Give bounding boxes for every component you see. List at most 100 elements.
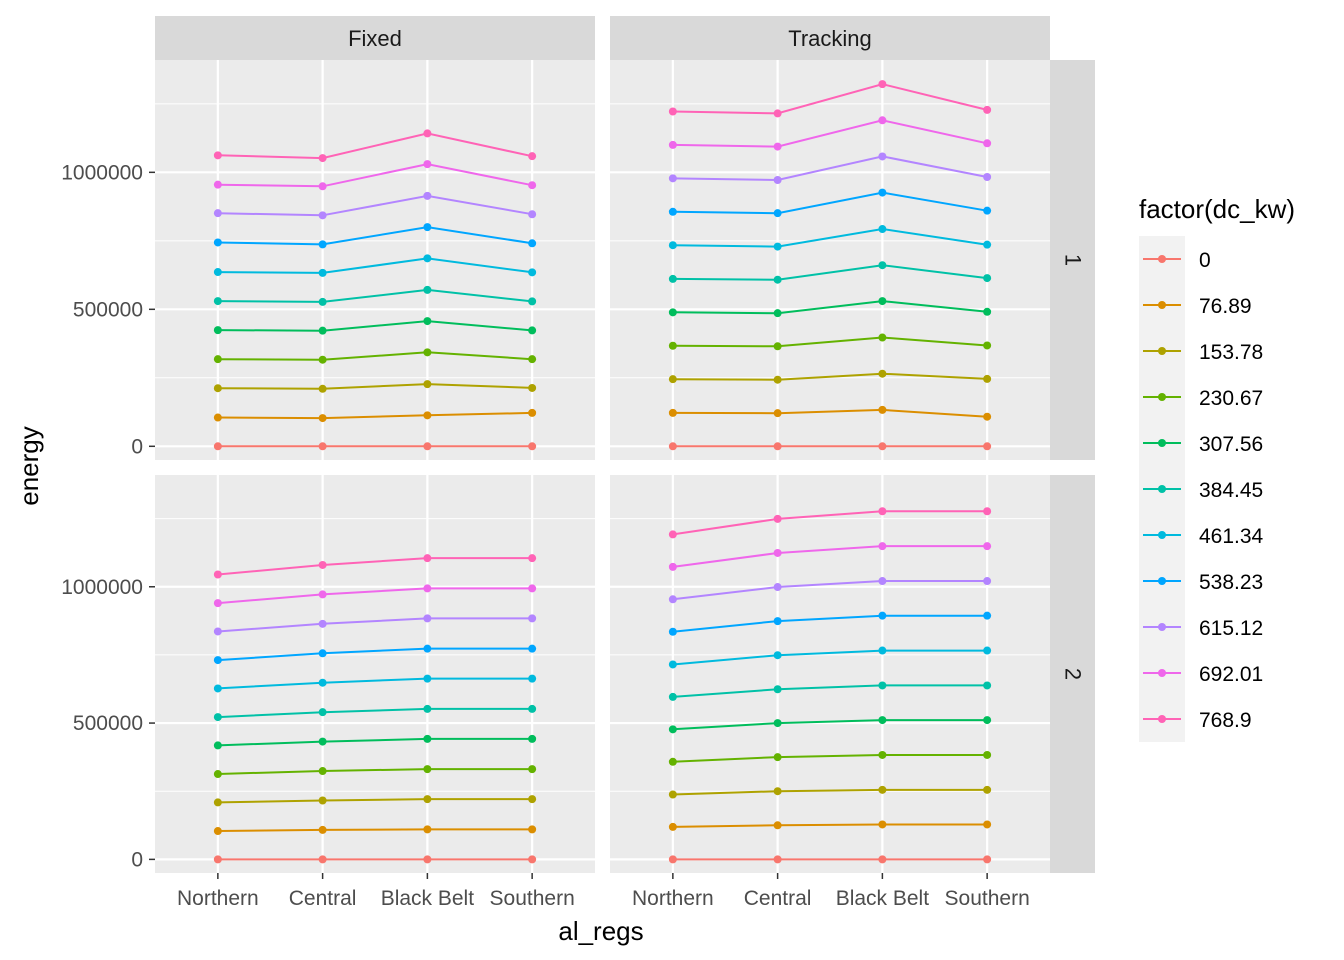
panel-tracking-2-background — [610, 475, 1050, 873]
panel-fixed-1: Fixed — [155, 16, 595, 460]
data-point — [983, 507, 992, 516]
data-point — [213, 180, 222, 189]
data-point — [213, 798, 222, 807]
series-line-461-34 — [672, 649, 988, 666]
data-point — [983, 341, 992, 350]
legend-key-point — [1158, 347, 1166, 355]
data-point — [773, 409, 782, 418]
y-tick-label: 0 — [131, 848, 143, 871]
series-line-307-56 — [217, 320, 533, 332]
data-point — [318, 414, 327, 423]
data-point — [423, 584, 432, 593]
data-point — [983, 412, 992, 421]
data-point — [878, 855, 887, 864]
panel-fixed-2 — [155, 475, 595, 873]
series-line-615-12 — [217, 194, 533, 217]
data-point — [318, 240, 327, 249]
facet-strip-label: Tracking — [788, 26, 872, 51]
data-point — [423, 765, 432, 774]
data-point — [668, 627, 677, 636]
series-line-384-45 — [672, 684, 988, 698]
data-point — [878, 542, 887, 551]
data-point — [983, 240, 992, 249]
series-line-230-67 — [672, 754, 988, 763]
series-line-692-01 — [672, 119, 988, 148]
data-point — [773, 142, 782, 151]
data-point — [318, 855, 327, 864]
data-point — [423, 644, 432, 653]
data-point — [528, 584, 537, 593]
x-tick-label: Southern — [490, 887, 575, 910]
data-point — [668, 692, 677, 701]
data-point — [213, 151, 222, 160]
panels-layer: Fixed Tracking 1 2 — [155, 16, 1095, 873]
legend-label: 230.67 — [1199, 387, 1263, 410]
data-point — [528, 239, 537, 248]
facet-strip-row-label: 1 — [1061, 254, 1086, 266]
series-line-538-23 — [217, 226, 533, 246]
series-line-692-01 — [217, 587, 533, 605]
data-point — [773, 109, 782, 118]
data-point — [878, 188, 887, 197]
data-point — [423, 285, 432, 294]
legend-label: 768.9 — [1199, 709, 1252, 732]
data-point — [983, 750, 992, 759]
y-tick-label: 0 — [131, 435, 143, 458]
series-line-538-23 — [217, 647, 533, 662]
data-point — [878, 405, 887, 414]
series-line-615-12 — [672, 580, 988, 601]
legend-label: 615.12 — [1199, 617, 1263, 640]
data-point — [878, 261, 887, 270]
data-point — [318, 355, 327, 364]
data-point — [213, 713, 222, 722]
y-tick-label: 1000000 — [61, 576, 143, 599]
data-point — [773, 514, 782, 523]
data-point — [773, 753, 782, 762]
legend-key-point — [1158, 715, 1166, 723]
data-point — [983, 374, 992, 383]
data-point — [983, 139, 992, 148]
data-point — [318, 825, 327, 834]
data-point — [528, 674, 537, 683]
data-point — [423, 411, 432, 420]
data-point — [773, 651, 782, 660]
data-point — [878, 116, 887, 125]
legend: factor(dc_kw) 0 76.89 153.78 230.67 307.56 38… — [1139, 194, 1295, 742]
data-point — [318, 708, 327, 717]
panel-tracking-1-background — [610, 60, 1050, 460]
data-point — [318, 737, 327, 746]
data-point — [668, 562, 677, 571]
y-tick-label: 500000 — [73, 712, 143, 735]
data-point — [213, 442, 222, 451]
data-point — [983, 105, 992, 114]
data-point — [668, 530, 677, 539]
data-point — [423, 795, 432, 804]
data-point — [983, 274, 992, 283]
data-point — [213, 855, 222, 864]
facet-strip-row-1 — [1050, 60, 1095, 460]
series-line-384-45 — [672, 264, 988, 281]
legend-title: factor(dc_kw) — [1139, 194, 1295, 224]
data-point — [983, 785, 992, 794]
data-point — [423, 129, 432, 138]
data-point — [423, 160, 432, 169]
data-point — [528, 825, 537, 834]
series-line-768-9 — [672, 510, 988, 536]
series-line-461-34 — [672, 227, 988, 248]
data-point — [528, 442, 537, 451]
series-line-153-78 — [672, 372, 988, 381]
series-line-538-23 — [672, 614, 988, 633]
legend-label: 538.23 — [1199, 571, 1263, 594]
data-point — [878, 225, 887, 234]
legend-label: 384.45 — [1199, 479, 1263, 502]
data-point — [213, 770, 222, 779]
data-point — [318, 590, 327, 599]
x-tick-label: Southern — [945, 887, 1030, 910]
data-point — [528, 644, 537, 653]
series-line-153-78 — [217, 798, 533, 804]
data-point — [213, 656, 222, 665]
legend-label: 153.78 — [1199, 341, 1263, 364]
data-point — [983, 307, 992, 316]
series-line-76-89 — [217, 411, 533, 420]
data-point — [668, 207, 677, 216]
